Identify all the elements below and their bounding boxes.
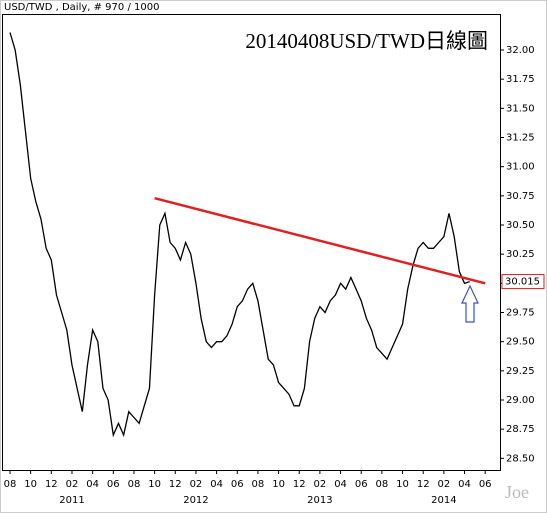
x-tick-label: 10: [272, 479, 285, 490]
y-tick-label: 32.00: [506, 45, 535, 56]
x-tick-label: 04: [458, 479, 471, 490]
x-tick-label: 04: [334, 479, 347, 490]
x-group-label: 2012: [183, 495, 208, 506]
y-tick-label: 30.50: [506, 220, 535, 231]
y-tick-label: 29.50: [506, 337, 535, 348]
y-tick-label: 31.25: [506, 133, 535, 144]
x-tick-label: 02: [314, 479, 327, 490]
y-tick-label: 31.75: [506, 74, 535, 85]
x-tick-label: 10: [396, 479, 409, 490]
y-tick-label: 31.00: [506, 162, 535, 173]
y-tick-label: 31.50: [506, 103, 535, 114]
price-line: [9, 32, 470, 438]
y-tick-label: 28.50: [506, 453, 535, 464]
x-tick-label: 06: [107, 479, 120, 490]
x-tick-label: 08: [376, 479, 389, 490]
y-tick-label: 29.00: [506, 395, 535, 406]
trendline: [154, 196, 486, 285]
last-price-label: 30.015: [505, 277, 540, 288]
x-tick-label: 10: [24, 479, 37, 490]
x-tick-label: 02: [437, 479, 450, 490]
x-tick-label: 06: [479, 479, 492, 490]
x-tick-label: 12: [293, 479, 306, 490]
x-tick-label: 02: [190, 479, 203, 490]
x-group-label: 2014: [431, 495, 456, 506]
x-tick-label: 06: [355, 479, 368, 490]
x-tick-label: 10: [148, 479, 161, 490]
x-tick-label: 04: [210, 479, 223, 490]
y-tick-label: 30.75: [506, 191, 535, 202]
x-tick-label: 06: [231, 479, 244, 490]
x-tick-label: 12: [417, 479, 430, 490]
header: USD/TWD , Daily, # 970 / 1000: [4, 2, 159, 13]
arrow-annotation: [461, 284, 479, 323]
y-tick-label: 30.25: [506, 249, 535, 260]
y-tick-label: 28.75: [506, 424, 535, 435]
plot-frame: [2, 14, 501, 471]
x-group-label: 2013: [307, 495, 332, 506]
y-tick-label: 29.25: [506, 366, 535, 377]
x-tick-label: 02: [66, 479, 79, 490]
x-group-label: 2011: [59, 495, 84, 506]
x-tick-label: 08: [128, 479, 141, 490]
x-tick-label: 08: [252, 479, 265, 490]
last-price-box: [501, 274, 545, 290]
x-tick-label: 04: [86, 479, 99, 490]
y-tick-label: 29.75: [506, 308, 535, 319]
x-tick-label: 08: [4, 479, 17, 490]
x-tick-label: 12: [45, 479, 58, 490]
x-tick-label: 12: [169, 479, 182, 490]
watermark: Joe: [505, 482, 529, 502]
chart-title: 20140408USD/TWD日線圖: [245, 29, 488, 53]
